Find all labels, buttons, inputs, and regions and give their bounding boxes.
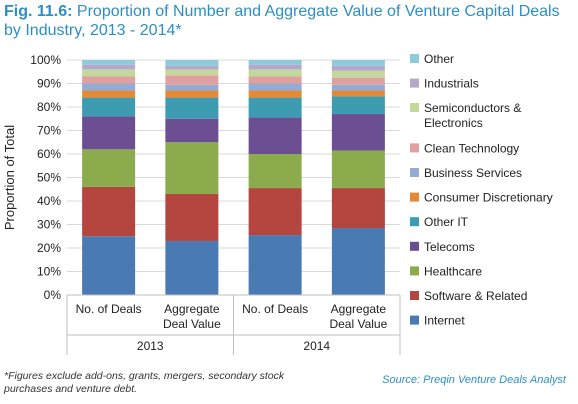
bar-segment	[331, 188, 385, 229]
bar-segment	[248, 188, 302, 236]
bar-segment	[82, 90, 136, 98]
bar-segment	[82, 116, 136, 150]
bar-segment	[82, 83, 136, 91]
y-tick-label: 30%	[37, 218, 61, 232]
y-axis-label: Proportion of Total	[2, 125, 17, 230]
y-tick-label: 10%	[37, 265, 61, 279]
y-tick-label: 20%	[37, 241, 61, 255]
figure-title-text: Proportion of Number and Aggregate Value…	[4, 3, 560, 39]
legend-swatch	[410, 103, 419, 112]
bar-segment	[331, 96, 385, 115]
bar-segment	[165, 118, 219, 143]
group-label: 2013	[137, 339, 164, 353]
bar-segment	[248, 60, 302, 65]
bar-segment	[165, 75, 219, 85]
y-tick-label: 90%	[37, 77, 61, 91]
bar-segment	[82, 97, 136, 117]
y-tick-label: 60%	[37, 147, 61, 161]
x-tick-label: No. of Deals	[76, 302, 142, 316]
legend-swatch	[410, 54, 419, 63]
bar-segment	[331, 150, 385, 189]
bar-segment	[248, 117, 302, 154]
figure-number: Fig. 11.6:	[4, 3, 73, 20]
bar-segment	[331, 77, 385, 85]
bar-segment	[165, 69, 219, 76]
bar-segment	[331, 114, 385, 151]
bar-segment	[165, 142, 219, 194]
y-tick-label: 80%	[37, 100, 61, 114]
x-tick-label: Deal Value	[329, 317, 387, 331]
legend-label: Internet	[424, 314, 465, 328]
bar-segment	[331, 84, 385, 91]
legend-swatch	[410, 291, 419, 300]
bar-segment	[165, 90, 219, 98]
legend-label: Clean Technology	[424, 141, 519, 155]
bar-segment	[165, 97, 219, 119]
bar-segment	[82, 69, 136, 77]
y-tick-label: 50%	[37, 171, 61, 185]
legend-label: Healthcare	[424, 264, 482, 278]
chart-title: Fig. 11.6: Proportion of Number and Aggr…	[4, 2, 564, 40]
bar-segment	[248, 90, 302, 98]
bar-segment	[248, 76, 302, 84]
bar-segment	[248, 69, 302, 77]
bar-segment	[165, 193, 219, 241]
x-tick-label: Deal Value	[163, 317, 221, 331]
bar-segment	[82, 149, 136, 187]
bar-segment	[82, 76, 136, 84]
x-tick-label: No. of Deals	[242, 302, 308, 316]
legend-label: Consumer Discretionary	[424, 191, 553, 205]
bar-segment	[248, 83, 302, 91]
bar-segment	[248, 64, 302, 70]
legend-label-cont: Electronics	[424, 116, 483, 130]
legend-swatch	[410, 217, 419, 227]
bar-segment	[165, 65, 219, 70]
legend-label: Industrials	[424, 77, 479, 91]
bar-segment	[248, 97, 302, 118]
legend-label: Other IT	[424, 215, 469, 229]
bar-segment	[82, 236, 136, 295]
bar-segment	[331, 60, 385, 66]
legend-label: Telecoms	[424, 240, 475, 254]
legend-swatch	[410, 78, 419, 88]
legend-swatch	[410, 192, 419, 202]
bar-segment	[331, 70, 385, 78]
legend-label: Business Services	[424, 166, 522, 180]
bar-segment	[165, 240, 219, 295]
y-tick-label: 100%	[30, 53, 61, 67]
group-label: 2014	[303, 339, 330, 353]
legend-swatch	[410, 266, 419, 276]
bar-segment	[165, 60, 219, 66]
x-tick-label: Aggregate	[164, 302, 220, 316]
legend-swatch	[410, 168, 419, 177]
bar-segment	[82, 64, 136, 70]
footnote: *Figures exclude add-ons, grants, merger…	[4, 370, 285, 395]
bar-segment	[331, 90, 385, 97]
bar-segment	[331, 228, 385, 295]
y-tick-label: 40%	[37, 194, 61, 208]
bar-segment	[82, 60, 136, 65]
legend-swatch	[410, 241, 419, 251]
bar-segment	[165, 84, 219, 91]
bar-segment	[331, 65, 385, 71]
legend-swatch	[410, 315, 419, 325]
bar-segment	[248, 235, 302, 295]
legend-label: Software & Related	[424, 289, 527, 303]
legend-label: Semiconductors &	[424, 101, 521, 115]
legend-label: Other	[424, 52, 454, 66]
legend-swatch	[410, 143, 419, 153]
y-tick-label: 70%	[37, 124, 61, 138]
bar-segment	[82, 186, 136, 237]
bar-segment	[248, 154, 302, 189]
x-tick-label: Aggregate	[331, 302, 387, 316]
y-tick-label: 0%	[44, 288, 62, 302]
source-note: Source: Preqin Venture Deals Analyst	[382, 374, 566, 386]
